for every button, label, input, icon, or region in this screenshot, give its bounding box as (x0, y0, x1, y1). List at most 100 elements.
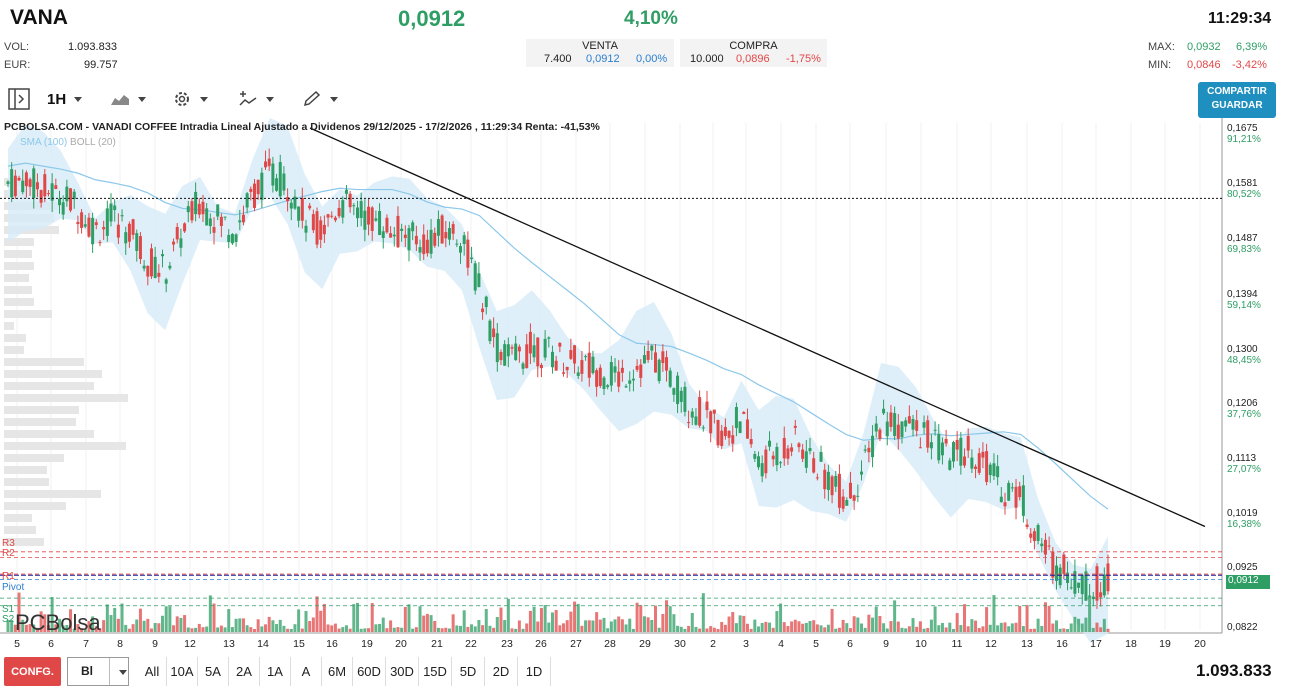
candle-body (153, 256, 157, 279)
range-button[interactable]: 1D (518, 657, 551, 686)
share-save-button[interactable]: COMPARTIR GUARDAR (1198, 82, 1276, 118)
y-tick-percent: 37,76% (1227, 409, 1261, 420)
candle-body (197, 203, 201, 215)
volume-bar (793, 619, 797, 632)
config-button[interactable]: CONFG. (4, 657, 61, 686)
volume-bar (355, 602, 359, 632)
candle-body (1058, 567, 1062, 586)
volume-bar (135, 619, 139, 632)
volume-bar (278, 619, 282, 632)
volume-bar (701, 593, 705, 632)
volume-bar (105, 604, 109, 632)
trend-line (309, 127, 1206, 528)
quote-time: 11:29:34 (1208, 10, 1272, 27)
volume-bar (1099, 627, 1103, 632)
volume-bar (922, 628, 926, 632)
candle-body (661, 351, 665, 364)
candle-body (503, 344, 507, 366)
volume-bar (300, 628, 304, 632)
candle-body (473, 263, 477, 291)
volume-bar (981, 626, 985, 632)
volume-bar (900, 627, 904, 632)
candle-body (565, 366, 569, 371)
candle-body (87, 217, 91, 237)
range-button[interactable]: 30D (386, 657, 419, 686)
legend-sma: SMA (100) (20, 137, 68, 148)
compra-label: COMPRA (729, 40, 778, 52)
volume-bar (628, 618, 632, 632)
candle-body (311, 214, 315, 231)
range-button[interactable]: 60D (353, 657, 386, 686)
volume-bar (201, 627, 205, 632)
volume-bar (179, 617, 183, 632)
price-chart[interactable] (0, 118, 1289, 652)
volume-bar (768, 622, 772, 632)
volume-bar (403, 606, 407, 632)
volume-bar (837, 627, 841, 632)
candle-body (631, 378, 635, 381)
candle-body (1073, 571, 1077, 594)
range-button[interactable]: 2D (485, 657, 518, 686)
candle-body (635, 365, 639, 370)
candle-body (628, 380, 632, 384)
candle-body (602, 377, 606, 389)
volume-bar (948, 622, 952, 632)
range-button[interactable]: 5D (452, 657, 485, 686)
range-button[interactable]: 15D (419, 657, 452, 686)
volume-bar (102, 620, 106, 632)
candle-body (201, 201, 205, 215)
interval-selector[interactable]: 1H (47, 87, 83, 111)
range-button[interactable]: 2A (229, 657, 260, 686)
chart-type-selector[interactable] (110, 87, 146, 111)
indicators-selector[interactable] (238, 87, 274, 111)
candle-body (539, 364, 543, 369)
candle-body (179, 238, 183, 248)
range-button[interactable]: 10A (167, 657, 198, 686)
x-tick-label: 28 (604, 638, 616, 650)
volume-bar (929, 619, 933, 632)
volume-bar (871, 617, 875, 632)
x-tick-label: 15 (293, 638, 305, 650)
volume-bar (116, 618, 120, 632)
volume-bar (149, 628, 153, 632)
volume-bar (1054, 620, 1058, 632)
candle-body (613, 366, 617, 373)
candle-body (977, 453, 981, 473)
volume-bar (690, 612, 694, 632)
candle-body (514, 343, 518, 361)
candle-body (1069, 587, 1073, 589)
volume-bar (569, 611, 573, 632)
range-button[interactable]: All (138, 657, 167, 686)
settings-selector[interactable] (172, 87, 208, 111)
x-tick-label: 14 (257, 638, 269, 650)
range-button[interactable]: A (291, 657, 322, 686)
volume-bar (624, 624, 628, 632)
y-tick-percent: 16,38% (1227, 519, 1261, 530)
candle-body (363, 210, 367, 230)
volume-bar (661, 614, 665, 632)
candle-body (801, 449, 805, 459)
volume-bar (470, 624, 474, 632)
draw-tools-selector[interactable] (302, 87, 338, 111)
candle-body (558, 342, 562, 347)
venta-price: 0,0912 (586, 53, 620, 65)
volume-bar (642, 616, 646, 632)
volume-bar (267, 616, 271, 632)
range-button[interactable]: 6M (322, 657, 353, 686)
candle-body (922, 422, 926, 428)
mode-select[interactable]: Bl (67, 657, 129, 686)
sidebar-toggle-icon[interactable] (8, 87, 30, 111)
volume-bar (260, 626, 264, 632)
chart-title: PCBOLSA.COM - VANADI COFFEE Intradia Lin… (4, 121, 600, 133)
min-value: 0,0846 (1187, 59, 1221, 71)
volume-bar (907, 626, 911, 632)
candle-body (848, 482, 852, 499)
range-button[interactable]: 5A (198, 657, 229, 686)
ticker-symbol: VANA (10, 6, 68, 29)
range-button[interactable]: 1A (260, 657, 291, 686)
volume-bar (679, 626, 683, 632)
volume-bar (72, 628, 76, 632)
candle-body (275, 178, 279, 191)
volume-bar (363, 628, 367, 632)
volume-profile-bar (4, 346, 24, 354)
